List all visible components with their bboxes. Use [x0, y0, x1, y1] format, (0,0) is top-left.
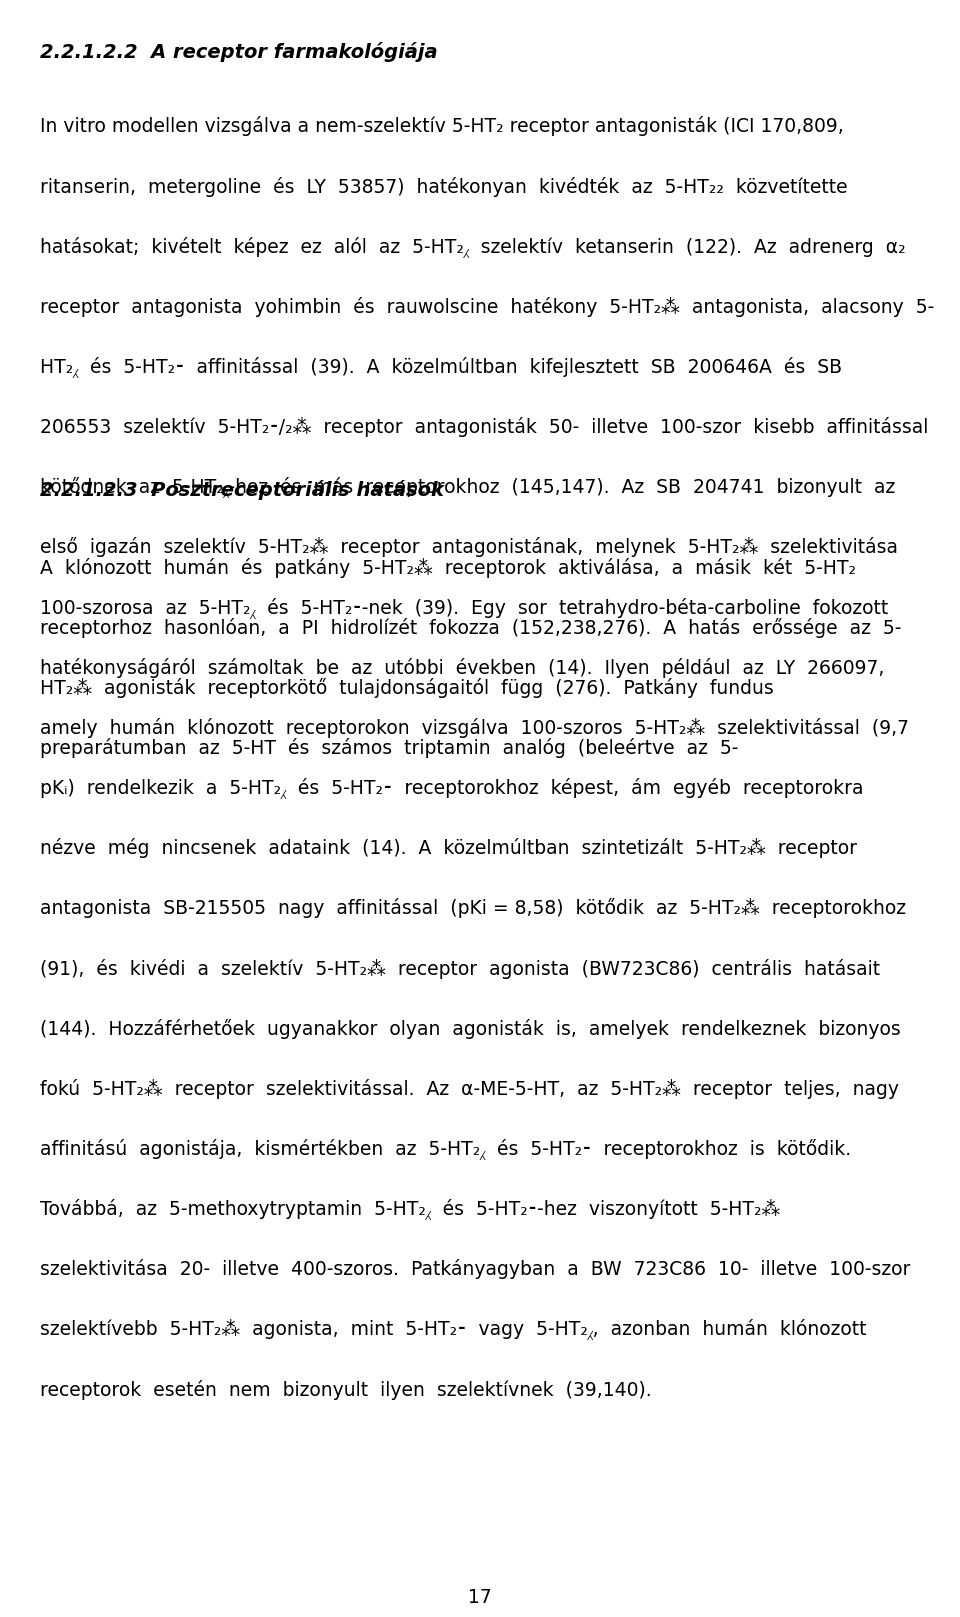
Text: első  igazán  szelektív  5-HT₂⁂  receptor  antagonistának,  melynek  5-HT₂⁂  sze: első igazán szelektív 5-HT₂⁂ receptor an… — [40, 537, 899, 558]
Text: preparátumban  az  5-HT  és  számos  triptamin  analóg  (beleértve  az  5-: preparátumban az 5-HT és számos triptami… — [40, 739, 738, 758]
Text: 17: 17 — [468, 1588, 492, 1607]
Text: amely  humán  klónozott  receptorokon  vizsgálva  100-szoros  5-HT₂⁂  szelektivi: amely humán klónozott receptorokon vizsg… — [40, 718, 909, 737]
Text: fokú  5-HT₂⁂  receptor  szelektivitással.  Az  α-ME-5-HT,  az  5-HT₂⁂  receptor : fokú 5-HT₂⁂ receptor szelektivitással. A… — [40, 1079, 900, 1100]
Text: Továbbá,  az  5-methoxytryptamin  5-HT₂⁁  és  5-HT₂⁃-hez  viszonyított  5-HT₂⁂: Továbbá, az 5-methoxytryptamin 5-HT₂⁁ és… — [40, 1200, 780, 1221]
Text: In vitro modellen vizsgálva a nem-szelektív 5-HT₂ receptor antagonisták (ICI 170: In vitro modellen vizsgálva a nem-szelek… — [40, 116, 844, 136]
Text: hatékonyságáról  számoltak  be  az  utóbbi  években  (14).  Ilyen  például  az  : hatékonyságáról számoltak be az utóbbi é… — [40, 658, 885, 678]
Text: receptorok  esetén  nem  bizonyult  ilyen  szelektívnek  (39,140).: receptorok esetén nem bizonyult ilyen sz… — [40, 1379, 652, 1400]
Text: (91),  és  kivédi  a  szelektív  5-HT₂⁂  receptor  agonista  (BW723C86)  centrál: (91), és kivédi a szelektív 5-HT₂⁂ recep… — [40, 959, 880, 978]
Text: kötődnek  az  5-HT₂⁁-hoz  és  más  receptorokhoz  (145,147).  Az  SB  204741  bi: kötődnek az 5-HT₂⁁-hoz és más receptorok… — [40, 477, 896, 498]
Text: 100-szorosa  az  5-HT₂⁁  és  5-HT₂⁃-nek  (39).  Egy  sor  tetrahydro-béta-carbol: 100-szorosa az 5-HT₂⁁ és 5-HT₂⁃-nek (39)… — [40, 598, 889, 619]
Text: szelektivitása  20-  illetve  400-szoros.  Patkányagyban  a  BW  723C86  10-  il: szelektivitása 20- illetve 400-szoros. P… — [40, 1260, 911, 1279]
Text: antagonista  SB-215505  nagy  affinitással  (pKi = 8,58)  kötődik  az  5-HT₂⁂  r: antagonista SB-215505 nagy affinitással … — [40, 899, 906, 918]
Text: 206553  szelektív  5-HT₂⁃/₂⁂  receptor  antagonisták  50-  illetve  100-szor  ki: 206553 szelektív 5-HT₂⁃/₂⁂ receptor anta… — [40, 417, 928, 437]
Text: A  klónozott  humán  és  patkány  5-HT₂⁂  receptorok  aktiválása,  a  másik  két: A klónozott humán és patkány 5-HT₂⁂ rece… — [40, 558, 856, 577]
Text: affinitású  agonistája,  kismértékben  az  5-HT₂⁁  és  5-HT₂⁃  receptorokhoz  is: affinitású agonistája, kismértékben az 5… — [40, 1138, 852, 1159]
Text: receptorhoz  hasonlóan,  a  PI  hidrolízét  fokozza  (152,238,276).  A  hatás  e: receptorhoz hasonlóan, a PI hidrolízét f… — [40, 618, 901, 639]
Text: hatásokat;  kivételt  képez  ez  alól  az  5-HT₂⁁  szelektív  ketanserin  (122).: hatásokat; kivételt képez ez alól az 5-H… — [40, 236, 906, 257]
Text: receptor  antagonista  yohimbin  és  rauwolscine  hatékony  5-HT₂⁂  antagonista,: receptor antagonista yohimbin és rauwols… — [40, 298, 935, 317]
Text: (144).  Hozzáférhetőek  ugyanakkor  olyan  agonisták  is,  amelyek  rendelkeznek: (144). Hozzáférhetőek ugyanakkor olyan a… — [40, 1019, 901, 1038]
Text: pKᵢ)  rendelkezik  a  5-HT₂⁁  és  5-HT₂⁃  receptorokhoz  képest,  ám  egyéb  rec: pKᵢ) rendelkezik a 5-HT₂⁁ és 5-HT₂⁃ rece… — [40, 778, 864, 799]
Text: HT₂⁁  és  5-HT₂⁃  affinitással  (39).  A  közelmúltban  kifejlesztett  SB  20064: HT₂⁁ és 5-HT₂⁃ affinitással (39). A köze… — [40, 357, 843, 378]
Text: szelektívebb  5-HT₂⁂  agonista,  mint  5-HT₂⁃  vagy  5-HT₂⁁,  azonban  humán  kl: szelektívebb 5-HT₂⁂ agonista, mint 5-HT₂… — [40, 1319, 867, 1340]
Text: 2.2.1.2.3  Posztreceptoriális hatások: 2.2.1.2.3 Posztreceptoriális hatások — [40, 480, 444, 500]
Text: ritanserin,  metergoline  és  LY  53857)  hatékonyan  kivédték  az  5-HT₂₂  közv: ritanserin, metergoline és LY 53857) hat… — [40, 176, 848, 197]
Text: HT₂⁂  agonisták  receptorkötő  tulajdonságaitól  függ  (276).  Patkány  fundus: HT₂⁂ agonisták receptorkötő tulajdonsága… — [40, 678, 774, 699]
Text: nézve  még  nincsenek  adataink  (14).  A  közelmúltban  szintetizált  5-HT₂⁂  r: nézve még nincsenek adataink (14). A köz… — [40, 838, 857, 859]
Text: 2.2.1.2.2  A receptor farmakológiája: 2.2.1.2.2 A receptor farmakológiája — [40, 42, 438, 61]
